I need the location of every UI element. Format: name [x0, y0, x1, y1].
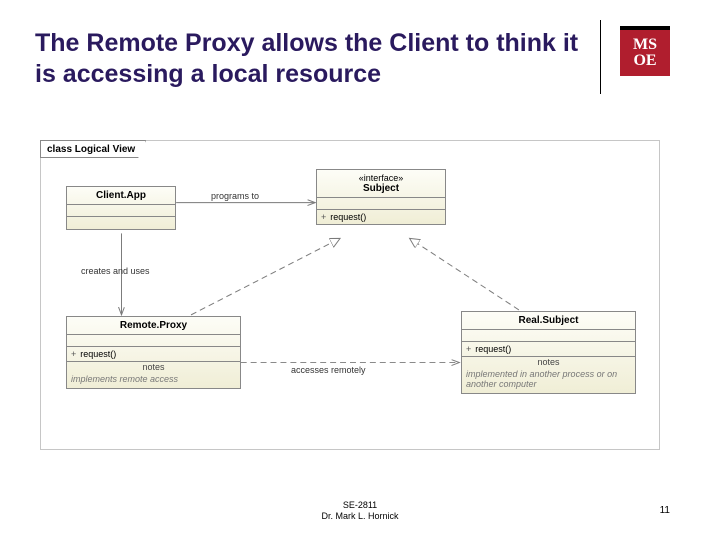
node-real-notes-head: notes [462, 357, 635, 367]
node-real: Real.Subject + request() notes implemente… [461, 311, 636, 394]
node-subject-stereo: «interface» [321, 173, 441, 183]
node-proxy: Remote.Proxy + request() notes implements… [66, 316, 241, 389]
logo-line2: OE [633, 53, 656, 69]
node-proxy-method-name: request() [80, 349, 116, 359]
node-client: Client.App [66, 186, 176, 230]
visibility-icon: + [321, 212, 326, 222]
label-programs-to: programs to [211, 191, 259, 201]
visibility-icon: + [466, 344, 471, 354]
node-proxy-attrs [67, 335, 240, 347]
footer-course: SE-2811 [0, 500, 720, 511]
node-real-title: Real.Subject [462, 312, 635, 330]
visibility-icon: + [71, 349, 76, 359]
node-proxy-method: + request() [67, 347, 240, 362]
node-subject-attrs [317, 198, 445, 210]
uml-frame-label: class Logical View [40, 140, 146, 158]
node-proxy-title: Remote.Proxy [67, 317, 240, 335]
footer-page: 11 [660, 505, 670, 516]
uml-frame: class Logical View Client.App «interface… [40, 140, 660, 450]
node-client-attrs [67, 205, 175, 217]
node-proxy-notes-head: notes [67, 362, 240, 372]
label-accesses-remotely: accesses remotely [291, 365, 366, 375]
title-divider [600, 20, 601, 94]
node-real-notes: implemented in another process or on ano… [462, 367, 635, 393]
node-subject-method: + request() [317, 210, 445, 224]
node-subject: «interface» Subject + request() [316, 169, 446, 225]
slide-title: The Remote Proxy allows the Client to th… [35, 28, 595, 91]
logo-line1: MS [633, 37, 657, 53]
node-subject-header: «interface» Subject [317, 170, 445, 198]
node-client-ops [67, 217, 175, 229]
footer-author: Dr. Mark L. Hornick [0, 511, 720, 522]
node-real-method-name: request() [475, 344, 511, 354]
node-subject-title: Subject [321, 183, 441, 194]
node-real-attrs [462, 330, 635, 342]
node-subject-method-name: request() [330, 212, 366, 222]
msoe-logo: MS OE [620, 26, 670, 76]
footer-center: SE-2811 Dr. Mark L. Hornick [0, 500, 720, 522]
node-proxy-notes: implements remote access [67, 372, 240, 388]
node-real-method: + request() [462, 342, 635, 357]
label-creates-uses: creates and uses [81, 266, 150, 276]
node-client-title: Client.App [67, 187, 175, 205]
